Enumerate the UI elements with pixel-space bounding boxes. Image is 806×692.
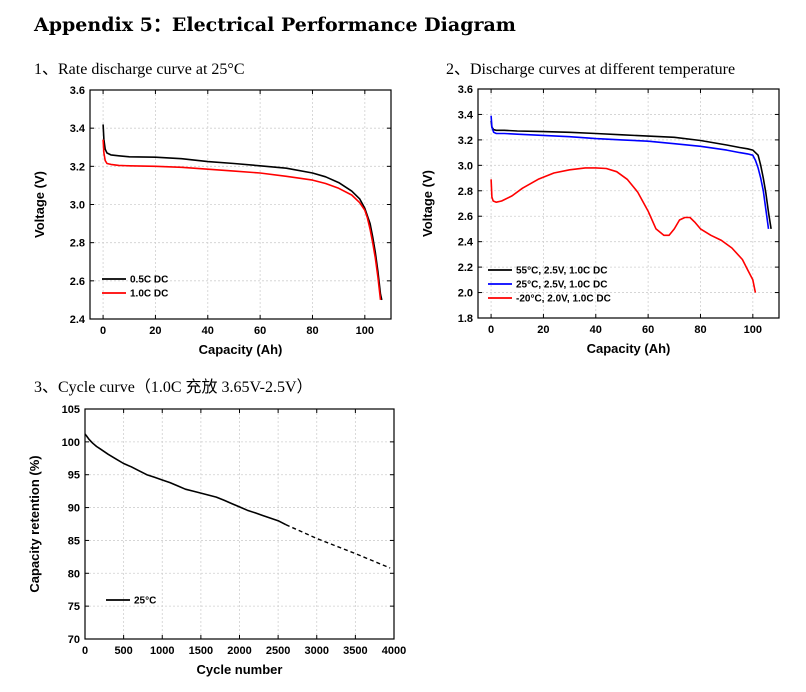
x-tick-label: 0	[82, 645, 88, 657]
y-tick-label: 85	[68, 535, 80, 547]
legend-label: 25°C, 2.5V, 1.0C DC	[516, 280, 607, 291]
x-tick-label: 60	[254, 325, 266, 337]
x-tick-label: 80	[306, 325, 318, 337]
y-tick-label: 70	[68, 634, 80, 646]
x-tick-label: 3000	[305, 645, 329, 657]
y-tick-label: 2.6	[70, 276, 85, 288]
y-tick-label: 95	[68, 470, 80, 482]
chart-3: 0 500 1000 1500 2000 2500 3000 3500 4000 70 75 80 85…	[27, 404, 406, 677]
x-tick-label: 0	[488, 324, 494, 336]
x-tick-label: 20	[537, 324, 549, 336]
x-tick-label: 100	[744, 324, 762, 336]
y-tick-label: 80	[68, 568, 80, 580]
x-tick-label: 4000	[382, 645, 406, 657]
legend-label: 55°C, 2.5V, 1.0C DC	[516, 266, 607, 277]
plot-frame	[477, 88, 780, 319]
x-axis-label: Capacity (Ah)	[199, 342, 283, 357]
series-line-20-c-2-0v-1-0c-dc	[490, 167, 757, 293]
chart-2: 0 20 40 60 80 100 1.8 2.0 2.2 2.4 2.6 2.8 3.0 3.2 3.4 3…	[420, 84, 780, 356]
y-tick-label: 75	[68, 601, 80, 613]
x-tick-label: 0	[100, 325, 106, 337]
x-axis-label: Capacity (Ah)	[587, 341, 671, 356]
legend-label: 0.5C DC	[130, 275, 168, 286]
legend-label: -20°C, 2.0V, 1.0C DC	[516, 294, 611, 305]
series-line-1-0c-dc	[102, 139, 382, 300]
series-line-25-c	[84, 433, 287, 526]
x-axis-label: Cycle number	[197, 662, 283, 677]
x-tick-label: 40	[202, 325, 214, 337]
y-axis-label: Voltage (V)	[420, 170, 435, 237]
y-tick-label: 2.0	[458, 288, 473, 300]
y-tick-label: 3.4	[70, 123, 86, 135]
y-axis-label: Voltage (V)	[32, 171, 47, 238]
x-tick-label: 3500	[343, 645, 367, 657]
x-tick-label: 100	[356, 325, 374, 337]
chart-3-caption: 3、Cycle curve（1.0C 充放 3.65V-2.5V）	[34, 379, 313, 396]
x-tick-label: 500	[114, 645, 132, 657]
legend-label: 1.0C DC	[130, 289, 168, 300]
y-tick-label: 3.0	[458, 160, 473, 172]
y-tick-label: 3.6	[458, 84, 473, 96]
chart-2-caption: 2、Discharge curves at different temperat…	[446, 61, 736, 78]
y-axis-label: Capacity retention (%)	[27, 455, 42, 592]
x-tick-label: 80	[694, 324, 706, 336]
series-line-projection-1	[285, 524, 391, 569]
x-tick-label: 60	[642, 324, 654, 336]
y-tick-label: 2.4	[70, 314, 86, 326]
series-line-0-5c-dc	[102, 124, 383, 301]
x-tick-label: 2000	[227, 645, 251, 657]
x-tick-label: 40	[590, 324, 602, 336]
y-tick-label: 3.6	[70, 85, 85, 97]
y-tick-label: 3.2	[70, 161, 85, 173]
y-tick-label: 3.2	[458, 135, 473, 147]
legend-label: 25°C	[134, 596, 156, 607]
x-tick-label: 1000	[150, 645, 174, 657]
chart-1-caption: 1、Rate discharge curve at 25°C	[34, 61, 245, 78]
chart-1: 0 20 40 60 80 100 2.4 2.6 2.8 3.0 3.2 3.4 3.6 Capacit…	[32, 85, 392, 357]
y-tick-label: 105	[62, 404, 80, 416]
y-tick-label: 2.4	[458, 237, 474, 249]
y-tick-label: 2.6	[458, 211, 473, 223]
y-tick-label: 100	[62, 437, 80, 449]
page-title: Appendix 5：Electrical Performance Diagra…	[34, 14, 516, 36]
series-line-25-c-2-5v-1-0c-dc	[490, 115, 770, 230]
y-tick-label: 90	[68, 503, 80, 515]
y-tick-label: 2.8	[458, 186, 473, 198]
x-tick-label: 20	[149, 325, 161, 337]
plot-frame	[84, 408, 395, 640]
chart-3-grid	[85, 409, 394, 639]
y-tick-label: 1.8	[458, 313, 473, 325]
series-line-55-c-2-5v-1-0c-dc	[490, 120, 772, 230]
x-tick-label: 1500	[189, 645, 213, 657]
y-tick-label: 3.4	[458, 109, 474, 121]
y-tick-label: 2.2	[458, 262, 473, 274]
y-tick-label: 3.0	[70, 200, 85, 212]
x-tick-label: 2500	[266, 645, 290, 657]
y-tick-label: 2.8	[70, 238, 85, 250]
